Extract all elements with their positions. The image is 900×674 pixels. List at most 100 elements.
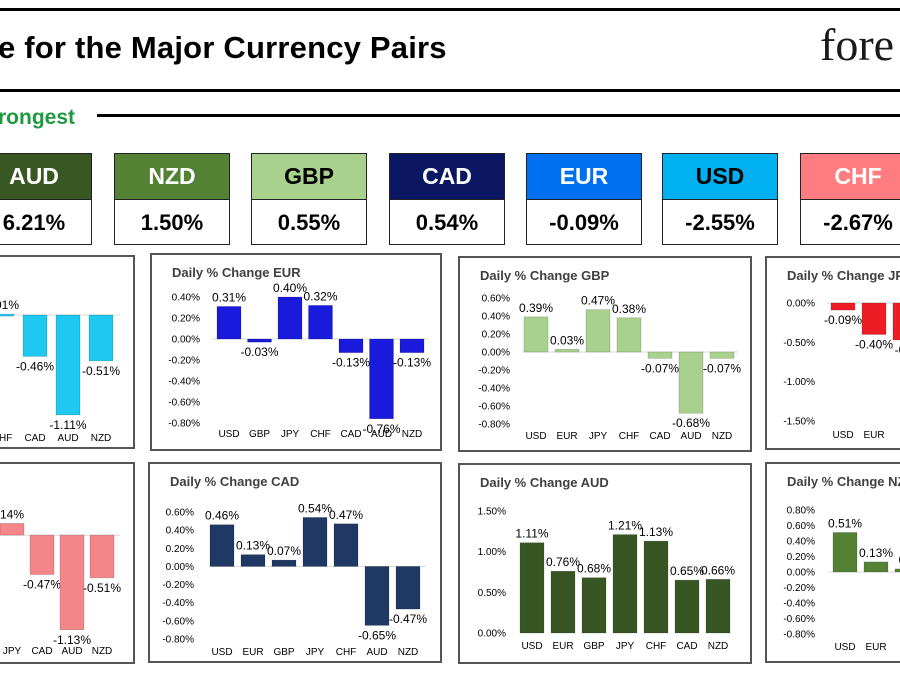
y-tick-label: 0.60% <box>482 294 510 305</box>
x-tick-label: CAD <box>31 646 52 657</box>
bar-jpy <box>302 517 328 567</box>
y-tick-label: -0.60% <box>478 402 510 413</box>
data-label: -0.51% <box>83 581 121 595</box>
bar-nzd <box>395 566 421 610</box>
x-tick-label: CHF <box>310 429 331 440</box>
bar-aud <box>369 338 394 420</box>
chart-svg: Daily % Change EUR0.40%0.20%0.00%-0.20%-… <box>168 265 431 440</box>
y-tick-label: -1.00% <box>783 377 815 388</box>
data-label: -0.47% <box>23 577 61 591</box>
y-tick-label: 0.20% <box>787 552 815 563</box>
brand-logo: fore <box>820 19 895 70</box>
y-tick-label: 0.00% <box>482 348 510 359</box>
y-tick-label: -0.80% <box>783 630 815 641</box>
data-label: -0.46% <box>16 359 54 373</box>
bar-gbp <box>247 338 272 343</box>
chart-panel-2: Daily % Change GBP 0.60% 0.40% 0.20% 0.00% -0… <box>458 256 752 452</box>
x-tick-label: JPY <box>3 646 22 657</box>
y-tick-label: 1.50% <box>478 507 506 518</box>
bar-gbp <box>892 302 900 341</box>
bar-eur <box>861 302 887 335</box>
y-tick-label: 0.00% <box>478 629 506 640</box>
bar-eur <box>863 561 889 573</box>
x-tick-label: AUD <box>61 646 82 657</box>
data-label: 0.65% <box>670 564 704 578</box>
x-tick-label: USD <box>521 641 542 652</box>
y-tick-label: 0.40% <box>172 293 200 304</box>
chart-panel-1: Daily % Change EUR 0.40% 0.20% 0.00% -0.20% -… <box>150 253 442 451</box>
x-tick-label: AUD <box>371 429 392 440</box>
y-tick-label: -1.50% <box>783 417 815 428</box>
y-tick-label: 0.00% <box>172 335 200 346</box>
data-label: 0.39% <box>519 301 553 315</box>
currency-change-value: 6.21% <box>2 210 66 235</box>
data-label: -0.47% <box>389 612 427 626</box>
chart-svg: 14% JPY -0.47% CAD-1.13%AUD -0.51% NZD <box>0 507 121 657</box>
currency-tile-chf: CHF -2.67% <box>800 153 900 245</box>
data-label: 1.13% <box>639 525 673 539</box>
data-label: 0.07% <box>267 544 301 558</box>
y-tick-label: 1.00% <box>478 547 506 558</box>
bar-chf <box>333 523 359 567</box>
subtitle-rule <box>97 114 900 117</box>
data-label: 0.13% <box>859 546 893 560</box>
data-label: 0.01% <box>0 298 19 312</box>
x-tick-label: EUR <box>863 430 884 441</box>
bar-cad <box>647 351 673 359</box>
y-tick-label: -0.40% <box>168 377 200 388</box>
data-label: -1.11% <box>49 418 86 432</box>
data-label: -0.51% <box>82 364 120 378</box>
bar-jpy <box>612 534 638 634</box>
currency-change-value: 1.50% <box>140 210 204 235</box>
bar-usd <box>832 532 858 573</box>
data-label: 0.47% <box>329 508 363 522</box>
currency-tile-gbp: GBP 0.55% <box>251 153 367 245</box>
currency-change-value: 0.55% <box>277 210 341 235</box>
y-tick-label: 0.80% <box>787 506 815 517</box>
chart-panel-4: 14% JPY -0.47% CAD -1.13% AUD -0.51% NZD <box>0 462 135 664</box>
currency-code: NZD <box>115 154 229 200</box>
chart-panel-3: Daily % Change JPY 0.00% -0.50% -1.00% -1.50… <box>765 256 900 450</box>
bar-eur <box>554 349 580 353</box>
currency-code: GBP <box>252 154 366 200</box>
x-tick-label: EUR <box>556 431 577 442</box>
data-label: -0.13% <box>393 356 431 370</box>
x-tick-label: USD <box>211 647 232 658</box>
data-label: 0.66% <box>701 563 735 577</box>
x-tick-label: EUR <box>552 641 573 652</box>
data-label: 0.03% <box>550 333 584 347</box>
currency-code: AUD <box>0 154 91 200</box>
bar-cad <box>29 534 55 575</box>
bar-aud <box>364 566 390 626</box>
y-tick-label: 0.60% <box>166 508 194 519</box>
bar-usd <box>519 542 545 634</box>
x-tick-label: USD <box>218 429 239 440</box>
bar-gbp <box>271 559 297 567</box>
chart-panel-5: Daily % Change CAD 0.60% 0.40% 0.20% 0.00% -0… <box>148 462 442 663</box>
bar-chf <box>308 305 333 340</box>
bar-usd <box>216 306 242 340</box>
header-divider <box>0 89 900 92</box>
x-tick-label: CHF <box>646 641 667 652</box>
x-tick-label: NZD <box>92 646 113 657</box>
data-label: 0.40% <box>273 281 307 295</box>
bar-jpy <box>0 523 25 536</box>
currency-code: USD <box>663 154 777 200</box>
data-label: 1.21% <box>608 519 642 533</box>
x-tick-label: JPY <box>306 647 325 658</box>
page-title: e for the Major Currency Pairs <box>0 30 447 65</box>
x-tick-label: AUD <box>680 431 701 442</box>
x-tick-label: NZD <box>402 429 423 440</box>
x-tick-label: USD <box>832 430 853 441</box>
x-tick-label: NZD <box>712 431 733 442</box>
data-label: 0.0 <box>899 553 900 567</box>
y-tick-label: 0.40% <box>166 526 194 537</box>
chart-title: Daily % Change CAD <box>170 474 299 489</box>
data-label: -0.13% <box>332 356 370 370</box>
x-tick-label: NZD <box>398 647 419 658</box>
chart-panel-7: Daily % Change NZ 0.80% 0.60% 0.40% 0.20% 0.0… <box>765 462 900 663</box>
y-tick-label: -0.40% <box>162 598 194 609</box>
x-tick-label: CAD <box>340 429 361 440</box>
bar-cad <box>674 579 700 634</box>
currency-change-value: -0.09% <box>549 210 619 235</box>
